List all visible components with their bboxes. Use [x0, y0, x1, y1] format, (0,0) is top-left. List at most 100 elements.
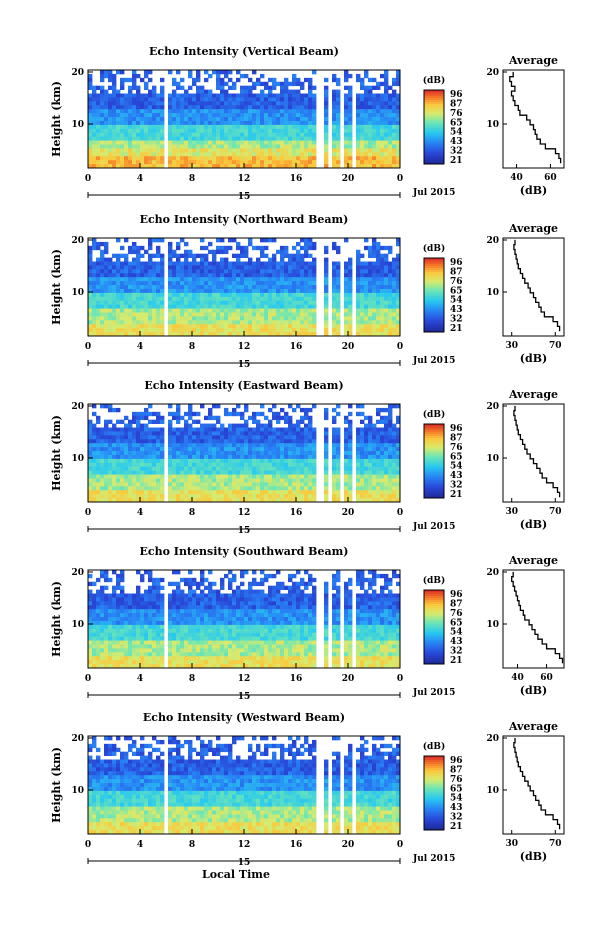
- heatmap-cell: [300, 140, 305, 145]
- heatmap-cell: [248, 332, 253, 337]
- heatmap-cell: [176, 486, 181, 491]
- heatmap-cell: [172, 152, 177, 157]
- heatmap-cell: [332, 332, 337, 337]
- heatmap-cell: [200, 474, 205, 479]
- heatmap-cell: [280, 482, 285, 487]
- heatmap-cell: [124, 120, 129, 126]
- heatmap-cell: [132, 109, 137, 114]
- heatmap-cell: [268, 136, 273, 141]
- heatmap-cell: [140, 498, 145, 503]
- heatmap-cell: [396, 73, 401, 79]
- heatmap-cell: [228, 478, 233, 483]
- heatmap-cell: [116, 113, 121, 118]
- heatmap-cell: [396, 466, 401, 472]
- heatmap-cell: [144, 120, 149, 126]
- heatmap-cell: [192, 451, 197, 456]
- heatmap-cell: [308, 423, 313, 428]
- heatmap-cell: [148, 486, 153, 491]
- heatmap-cell: [172, 273, 177, 278]
- heatmap-cell: [248, 474, 253, 479]
- heatmap-cell: [228, 454, 233, 460]
- heatmap-cell: [124, 332, 129, 337]
- heatmap-cell: [180, 132, 185, 138]
- heatmap-cell: [248, 128, 253, 134]
- heatmap-cell: [132, 249, 137, 255]
- heatmap-cell: [180, 498, 185, 503]
- colorbar-segment: [424, 436, 444, 439]
- heatmap-cell: [176, 273, 181, 278]
- heatmap-cell: [284, 320, 289, 325]
- heatmap-cell: [376, 156, 381, 161]
- heatmap-cell: [112, 443, 117, 448]
- heatmap-cell: [92, 288, 97, 294]
- heatmap-cell: [324, 105, 329, 110]
- heatmap-cell: [208, 277, 213, 282]
- heatmap-cell: [244, 474, 249, 479]
- heatmap-cell: [160, 269, 165, 274]
- heatmap-cell: [272, 117, 277, 122]
- heatmap-cell: [128, 427, 133, 432]
- heatmap-cell: [248, 486, 253, 491]
- heatmap-cell: [136, 85, 141, 90]
- heatmap-cell: [392, 470, 397, 475]
- heatmap-cell: [216, 265, 221, 270]
- heatmap-cell: [200, 300, 205, 306]
- heatmap-cell: [232, 411, 237, 417]
- x-tick-label: 0: [397, 174, 403, 184]
- heatmap-cell: [248, 152, 253, 157]
- heatmap-cell: [184, 439, 189, 444]
- echo-panel-0: Echo Intensity (Vertical Beam)2010Height…: [50, 45, 565, 202]
- heatmap-cell: [104, 308, 109, 313]
- heatmap-cell: [132, 494, 137, 499]
- heatmap-cell: [332, 109, 337, 114]
- heatmap-cell: [224, 152, 229, 157]
- heatmap-cell: [200, 454, 205, 460]
- heatmap-cell: [244, 328, 249, 333]
- heatmap-cell: [136, 249, 141, 255]
- heatmap-cell: [220, 89, 225, 94]
- heatmap-cell: [336, 439, 341, 444]
- heatmap-cell: [180, 439, 185, 444]
- heatmap-cell: [332, 160, 337, 165]
- heatmap-cell: [100, 140, 105, 145]
- heatmap-cell: [296, 277, 301, 282]
- heatmap-cell: [356, 431, 361, 436]
- heatmap-cell: [220, 474, 225, 479]
- heatmap-cell: [296, 490, 301, 495]
- heatmap-cell: [280, 109, 285, 114]
- heatmap-cell: [304, 101, 309, 106]
- heatmap-cell: [356, 332, 361, 337]
- heatmap-cell: [264, 312, 269, 317]
- heatmap-cell: [292, 97, 297, 102]
- heatmap-cell: [212, 451, 217, 456]
- heatmap-cell: [112, 265, 117, 270]
- heatmap-cell: [344, 97, 349, 102]
- heatmap-cell: [88, 292, 93, 298]
- heatmap-cell: [384, 316, 389, 321]
- heatmap-cell: [384, 435, 389, 440]
- heatmap-cell: [112, 498, 117, 503]
- heatmap-cell: [312, 105, 317, 110]
- heatmap-cell: [104, 281, 109, 286]
- colorbar-segment: [424, 152, 444, 155]
- heatmap-cell: [348, 419, 353, 424]
- heatmap-cell: [368, 466, 373, 472]
- heatmap-cell: [288, 332, 293, 337]
- heatmap-cell: [296, 312, 301, 317]
- heatmap-cell: [276, 462, 281, 468]
- heatmap-cell: [368, 439, 373, 444]
- heatmap-cell: [152, 462, 157, 468]
- heatmap-cell: [212, 160, 217, 165]
- heatmap-cell: [256, 332, 261, 337]
- heatmap-cell: [236, 447, 241, 452]
- heatmap-cell: [260, 164, 265, 169]
- heatmap-cell: [244, 324, 249, 329]
- heatmap-cell: [312, 85, 317, 90]
- heatmap-cell: [360, 77, 365, 83]
- heatmap-cell: [128, 77, 133, 83]
- heatmap-cell: [360, 136, 365, 141]
- heatmap-cell: [304, 462, 309, 468]
- heatmap-cell: [300, 156, 305, 161]
- heatmap-cell: [104, 156, 109, 161]
- heatmap-cell: [244, 113, 249, 118]
